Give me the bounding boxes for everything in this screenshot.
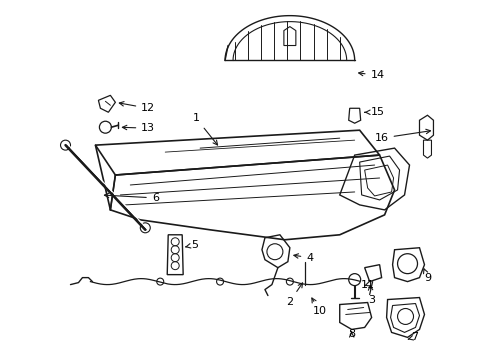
Text: 13: 13: [122, 123, 155, 133]
Text: 9: 9: [423, 269, 430, 283]
Text: 6: 6: [104, 193, 159, 203]
Text: 8: 8: [347, 329, 354, 339]
Text: 5: 5: [185, 240, 198, 250]
Text: 3: 3: [367, 285, 374, 305]
Text: 11: 11: [360, 280, 374, 289]
Text: 14: 14: [358, 71, 384, 80]
Text: 1: 1: [192, 113, 217, 145]
Text: 7: 7: [407, 332, 417, 342]
Text: 4: 4: [293, 253, 313, 263]
Text: 12: 12: [119, 102, 155, 113]
Text: 2: 2: [285, 283, 302, 306]
Text: 10: 10: [311, 298, 326, 316]
Text: 15: 15: [364, 107, 384, 117]
Text: 16: 16: [374, 129, 429, 143]
